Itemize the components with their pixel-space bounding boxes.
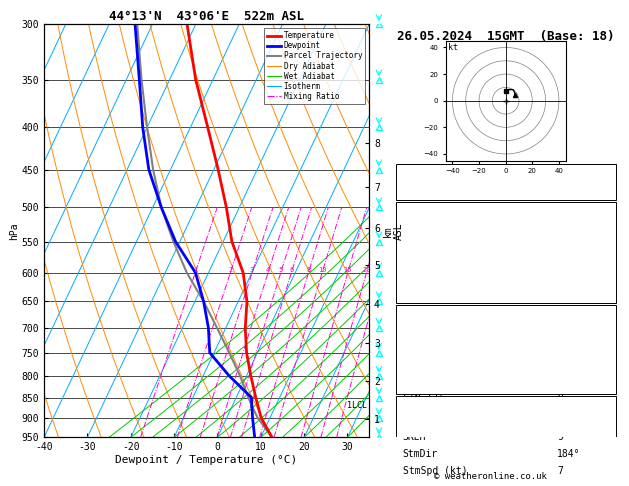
Text: 0: 0 [557, 393, 563, 403]
Text: 15: 15 [343, 267, 352, 273]
Text: StmSpd (kt): StmSpd (kt) [403, 467, 467, 476]
Text: 19: 19 [557, 414, 569, 424]
Text: CIN (J): CIN (J) [403, 307, 444, 317]
Text: 22: 22 [557, 167, 569, 177]
Text: 2.32: 2.32 [557, 202, 581, 211]
Title: 44°13'N  43°06'E  522m ASL: 44°13'N 43°06'E 522m ASL [109, 10, 304, 23]
Text: Dewp (°C): Dewp (°C) [403, 238, 455, 248]
Text: CAPE (J): CAPE (J) [403, 376, 450, 386]
Text: Surface: Surface [485, 203, 526, 213]
Text: 2: 2 [557, 359, 563, 368]
Text: StmDir: StmDir [403, 449, 438, 459]
Text: © weatheronline.co.uk: © weatheronline.co.uk [434, 472, 547, 481]
Text: 1LCL: 1LCL [347, 401, 367, 410]
X-axis label: Dewpoint / Temperature (°C): Dewpoint / Temperature (°C) [116, 455, 298, 465]
Text: 9: 9 [557, 432, 563, 442]
Text: CAPE (J): CAPE (J) [403, 290, 450, 300]
Text: 10: 10 [318, 267, 326, 273]
Text: 1: 1 [193, 267, 198, 273]
Text: Totals Totals: Totals Totals [403, 184, 479, 194]
Bar [396, 202, 616, 303]
Text: 310: 310 [557, 255, 575, 265]
Text: 0: 0 [557, 307, 563, 317]
Bar [396, 305, 616, 394]
Bar [396, 396, 616, 437]
Text: 700: 700 [571, 324, 589, 334]
Text: 3: 3 [250, 267, 254, 273]
Text: 12.6: 12.6 [557, 221, 581, 230]
Text: CIN (J): CIN (J) [403, 393, 444, 403]
Text: 26.05.2024  15GMT  (Base: 18): 26.05.2024 15GMT (Base: 18) [397, 31, 615, 43]
Text: Lifted Index: Lifted Index [403, 273, 473, 282]
Text: 7: 7 [557, 467, 563, 476]
Text: PW (cm): PW (cm) [403, 202, 444, 211]
Y-axis label: hPa: hPa [9, 222, 19, 240]
Text: 0: 0 [557, 376, 563, 386]
Text: Hodograph: Hodograph [479, 397, 532, 407]
Text: Pressure (mb): Pressure (mb) [403, 324, 479, 334]
Text: Lifted Index: Lifted Index [403, 359, 473, 368]
Text: SREH: SREH [403, 432, 426, 442]
Text: 4: 4 [266, 267, 270, 273]
Text: 5: 5 [279, 267, 283, 273]
Y-axis label: km
ASL: km ASL [382, 222, 404, 240]
Text: K: K [403, 167, 409, 177]
Legend: Temperature, Dewpoint, Parcel Trajectory, Dry Adiabat, Wet Adiabat, Isotherm, Mi: Temperature, Dewpoint, Parcel Trajectory… [264, 28, 365, 104]
Text: 8: 8 [306, 267, 311, 273]
Bar [396, 163, 616, 200]
Text: 43: 43 [557, 184, 569, 194]
Text: 6: 6 [289, 267, 294, 273]
Text: 8.6: 8.6 [557, 238, 575, 248]
Text: 184°: 184° [557, 449, 581, 459]
Text: 317: 317 [557, 341, 575, 351]
Text: 0: 0 [557, 290, 563, 300]
Text: θᴇ (K): θᴇ (K) [403, 341, 438, 351]
Text: θᴇ(K): θᴇ(K) [403, 255, 432, 265]
Text: 6: 6 [557, 273, 563, 282]
Text: EH: EH [403, 414, 415, 424]
Text: 2: 2 [228, 267, 233, 273]
Text: Temp (°C): Temp (°C) [403, 221, 455, 230]
Text: Most Unstable: Most Unstable [467, 307, 544, 316]
Text: 20: 20 [362, 267, 370, 273]
